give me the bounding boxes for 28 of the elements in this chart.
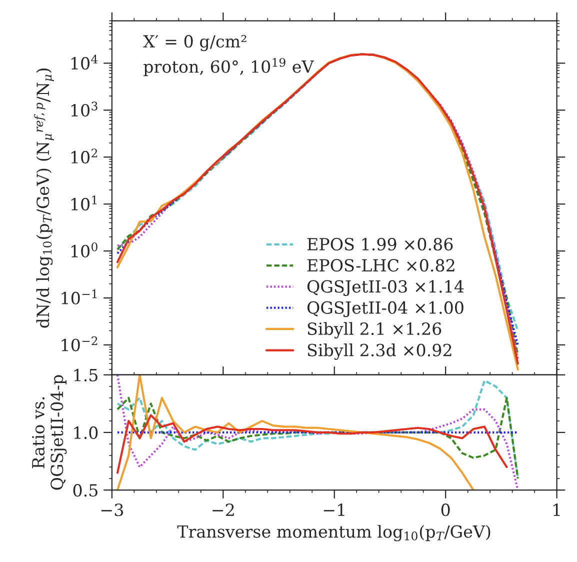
line-series xyxy=(116,414,508,474)
x-axis-title: Transverse momentum log$_{10}$(p$_{T}$/GeV) xyxy=(177,524,490,542)
y-tick-label: 10$^{−2}$ xyxy=(62,336,98,352)
x-tick-label: −1 xyxy=(324,504,344,516)
legend-label: QGSJetII-04 ×1.00 xyxy=(307,301,464,318)
legend-label: QGSJetII-03 ×1.14 xyxy=(307,280,464,296)
y-tick-label: 1.5 xyxy=(74,368,98,382)
y-tick-label: 10$^{2}$ xyxy=(71,148,98,164)
legend-label: Sibyll 2.1 ×1.26 xyxy=(308,322,442,338)
x-tick-label: 0 xyxy=(441,504,450,516)
line-series xyxy=(116,396,519,480)
y-axis-title: Ratio vs. QGSjetII-04-p xyxy=(32,375,67,490)
annotation: X′ = 0 g/cm² xyxy=(143,35,246,52)
annotation: proton, 60°, 10$^{19}$ eV xyxy=(144,58,314,76)
legend-label: EPOS 1.99 ×0.86 xyxy=(307,238,453,250)
y-tick-label: 1.0 xyxy=(74,426,98,440)
x-tick-label: −3 xyxy=(101,504,123,516)
y-tick-label: 10$^{4}$ xyxy=(71,54,98,70)
y-tick-label: 10$^{3}$ xyxy=(71,102,98,117)
legend-label: EPOS-LHC ×0.82 xyxy=(307,259,454,272)
text: dN/d log$_{10}$(p$_{T}$/GeV) (N$_{μ}$$^{ref,p}$/N$_{μ}$) xyxy=(34,68,54,328)
y-tick-label: 10$^{−1}$ xyxy=(62,289,97,304)
legend-label: Sibyll 2.3d ×0.92 xyxy=(308,343,452,360)
y-tick-label: 10$^{0}$ xyxy=(71,242,98,258)
x-tick-label: −2 xyxy=(212,504,234,516)
y-tick-label: 10$^{1}$ xyxy=(71,196,97,210)
y-tick-label: 0.5 xyxy=(73,484,98,497)
x-tick-label: 1 xyxy=(554,504,560,516)
